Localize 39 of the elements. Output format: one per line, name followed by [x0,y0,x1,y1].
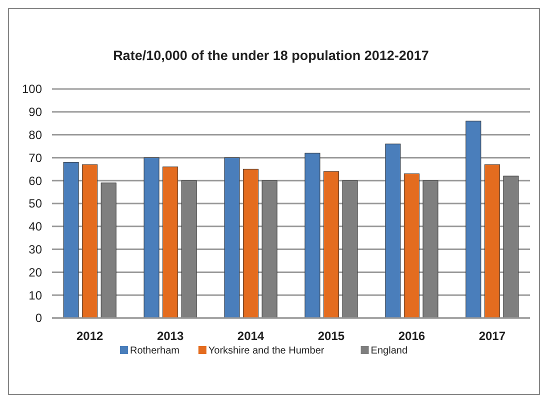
bar [466,120,482,318]
x-tick-label: 2014 [237,329,264,343]
y-tick-label: 50 [28,196,42,211]
bar [144,157,160,318]
bar [100,182,116,318]
legend-label: Rotherham [130,346,180,356]
y-tick-label: 10 [28,288,42,302]
x-tick-label: 2017 [478,329,506,343]
y-tick-label: 100 [22,82,42,96]
y-tick-label: 60 [28,174,42,188]
chart-title: Rate/10,000 of the under 18 population 2012-2017 [113,48,429,63]
bar [181,180,197,318]
y-tick-label: 40 [28,220,42,234]
bar [484,164,500,318]
bar [503,176,519,318]
y-tick-label: 90 [28,105,42,120]
x-tick-label: 2013 [156,329,184,343]
y-tick-label: 30 [28,242,42,256]
bar [342,180,358,318]
bar [404,173,420,318]
bar [82,164,98,318]
x-tick-label: 2012 [76,329,104,343]
y-tick-label: 0 [35,311,42,326]
bar [243,168,259,318]
bar [385,144,401,318]
y-tick-label: 20 [28,265,42,280]
bar [422,180,438,318]
legend-label: Yorkshire and the Humber [208,346,325,356]
bar [224,157,240,318]
bar [262,180,278,318]
bar [304,152,320,318]
y-tick-label: 80 [28,128,42,142]
x-tick-label: 2016 [398,329,426,343]
bar [323,171,339,318]
x-tick-label: 2015 [318,329,345,343]
bar [162,166,178,318]
y-tick-label: 70 [28,150,42,165]
bar [63,162,79,318]
legend-label: England [370,346,408,356]
